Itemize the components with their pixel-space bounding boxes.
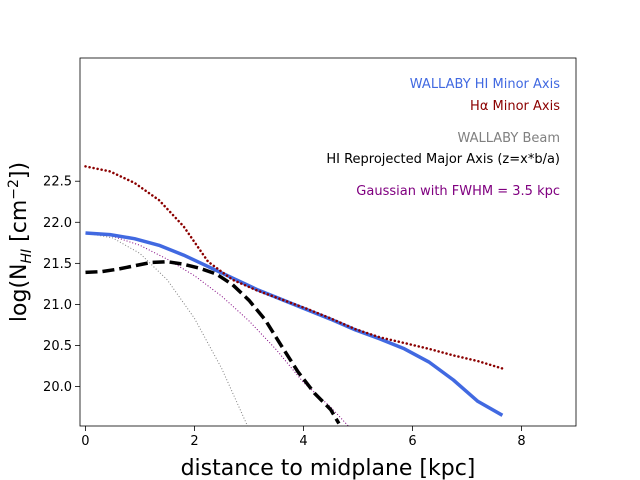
x-tick-label: 8 <box>517 434 525 449</box>
y-tick-label: 20.5 <box>43 339 72 354</box>
series-layer <box>84 165 504 426</box>
y-axis-label-superscript: −2 <box>6 179 22 200</box>
y-axis-label: log(NHI [cm−2]) <box>6 162 35 322</box>
y-tick-label: 22.0 <box>43 216 72 231</box>
legend-entry-1: Hα Minor Axis <box>470 99 560 114</box>
legend-entry-0: WALLABY HI Minor Axis <box>410 77 560 92</box>
series-line-2 <box>85 232 249 426</box>
legend: WALLABY HI Minor Axis Hα Minor Axis WALLAB… <box>326 77 560 199</box>
legend-entry-2: WALLABY Beam <box>457 131 560 146</box>
x-tick-label: 4 <box>299 434 307 449</box>
y-tick-label: 21.5 <box>43 257 72 272</box>
y-axis-label-subscript: HI <box>19 249 35 264</box>
plot-area-frame <box>79 57 577 427</box>
y-tick-label: 22.5 <box>43 175 72 190</box>
series-line-3 <box>85 259 341 425</box>
x-tick-label: 6 <box>408 434 416 449</box>
x-tick-label: 0 <box>81 434 89 449</box>
y-tick-label: 20.0 <box>43 380 72 395</box>
y-tick-label: 21.0 <box>43 298 72 313</box>
x-tick-label: 2 <box>190 434 198 449</box>
x-axis-label: distance to midplane [kpc] <box>181 456 476 480</box>
y-axis: 20.0 20.5 21.0 21.5 22.0 22.5 <box>43 175 80 395</box>
legend-entry-3: HI Reprojected Major Axis (z=x*b/a) <box>326 152 560 167</box>
series-line-1 <box>84 165 504 370</box>
x-axis: 0 2 4 6 8 <box>81 426 526 449</box>
legend-entry-4: Gaussian with FWHM = 3.5 kpc <box>356 184 560 199</box>
